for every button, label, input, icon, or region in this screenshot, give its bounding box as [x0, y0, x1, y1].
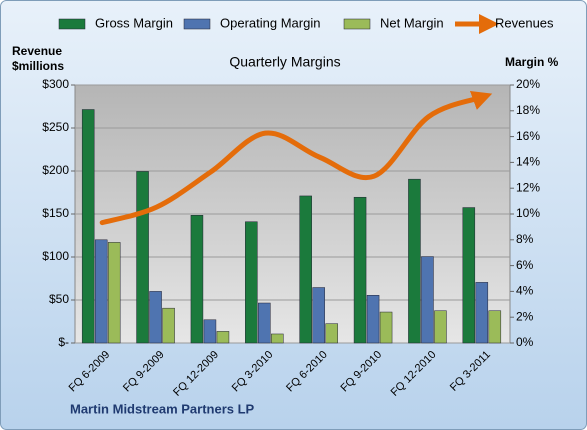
- y2-tick-label: 4%: [516, 284, 534, 298]
- y2-tick-label: 14%: [516, 155, 540, 169]
- legend-label: Operating Margin: [220, 15, 320, 30]
- y-tick-label: $-: [58, 335, 69, 349]
- bar: [81, 109, 95, 344]
- y-tick-label: $150: [42, 206, 69, 220]
- bar: [190, 215, 204, 344]
- bar: [475, 282, 489, 344]
- y-tick-label: $300: [42, 77, 69, 91]
- bar: [258, 302, 271, 344]
- bar: [462, 207, 476, 344]
- line: [99, 91, 493, 226]
- bar: [94, 239, 108, 344]
- bar: [312, 287, 325, 344]
- legend-label: Gross Margin: [95, 15, 173, 30]
- legend-marker: [58, 18, 86, 30]
- y2-tick-label: 12%: [516, 180, 540, 194]
- y2-tick-label: 16%: [516, 129, 540, 143]
- bar: [216, 331, 230, 344]
- bar: [366, 295, 380, 344]
- bar: [245, 221, 258, 344]
- y2-tick-label: 8%: [516, 232, 534, 246]
- bar: [107, 242, 121, 344]
- y-axis-label: Revenue $millions: [12, 44, 65, 73]
- bar: [325, 323, 338, 344]
- bar: [271, 333, 284, 344]
- bar: [488, 310, 502, 344]
- y-tick-label: $200: [42, 163, 69, 177]
- bar: [162, 307, 175, 344]
- bar: [299, 195, 312, 344]
- y2-tick-label: 10%: [516, 206, 540, 220]
- legend-label: Net Margin: [380, 15, 444, 30]
- y2-tick-label: 6%: [516, 258, 534, 272]
- y-tick-label: $50: [49, 292, 69, 306]
- y2-axis-label: Margin %: [505, 55, 559, 69]
- bar: [408, 178, 421, 344]
- bar: [149, 291, 162, 344]
- footer: Martin Midstream Partners LP: [70, 401, 255, 416]
- chart-title: Quarterly Margins: [229, 54, 340, 70]
- y-tick-label: $100: [42, 249, 69, 263]
- legend-label: Revenues: [495, 15, 554, 30]
- bar: [421, 256, 434, 344]
- bar: [379, 311, 393, 344]
- y2-tick-label: 0%: [516, 335, 534, 349]
- bar: [353, 196, 367, 344]
- bar: [136, 171, 149, 344]
- y2-tick-label: 2%: [516, 309, 534, 323]
- y2-tick-label: 20%: [516, 77, 540, 91]
- y2-tick-label: 18%: [516, 103, 540, 117]
- legend-marker: [343, 18, 371, 30]
- bar: [203, 319, 217, 344]
- bar: [434, 310, 447, 344]
- legend-marker: [183, 18, 211, 30]
- y-tick-label: $250: [42, 120, 69, 134]
